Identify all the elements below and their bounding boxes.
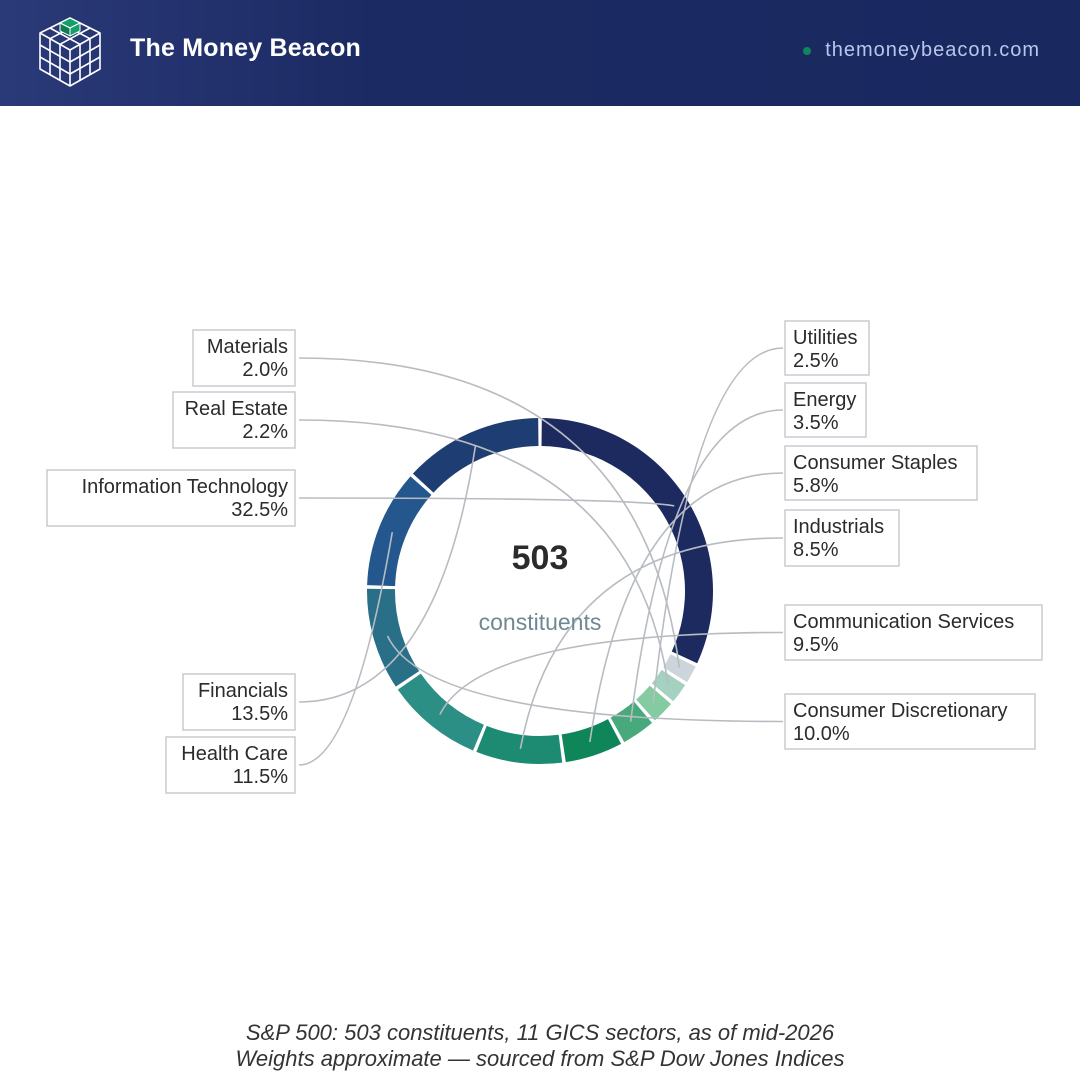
label-box [192,329,296,387]
leader-line-consumer-staples [589,472,784,743]
slice-information-technology [541,418,713,664]
leader-line-health-care [298,532,394,766]
leader-line-communication-services [439,631,784,715]
brand-name: The Money Beacon [130,34,362,62]
center-value: 503 [512,539,569,577]
label-value: 32.5% [231,499,288,521]
label-name: Energy [793,389,856,411]
label-box [182,673,296,731]
slice-real-estate [651,669,686,702]
label-box [784,509,900,567]
label-value: 10.0% [793,723,850,745]
label-value: 3.5% [793,412,839,434]
leader-line-industrials [519,537,784,749]
site-url[interactable]: themoneybeacon.com [803,39,1040,62]
label-value: 9.5% [793,634,839,656]
slice-consumer-discretionary [367,588,420,687]
label-name: Consumer Staples [793,452,958,474]
center-label: constituents [479,609,602,635]
donut-slices [367,418,713,765]
label-name: Information Technology [82,476,288,498]
slice-industrials [476,725,563,765]
slice-consumer-staples [561,719,622,763]
label-name: Real Estate [185,398,288,420]
label-box [165,736,296,794]
footnote-line-1: S&P 500: 503 constituents, 11 GICS secto… [245,1020,835,1045]
leader-line-consumer-discretionary [386,635,784,723]
cube-grid-icon [39,17,101,87]
label-box [784,604,1043,661]
leader-line-utilities [652,347,784,703]
label-name: Financials [198,680,288,702]
label-value: 2.5% [793,350,839,372]
leader-lines [298,347,784,766]
site-url-text: themoneybeacon.com [825,39,1040,61]
slice-materials [663,654,696,683]
label-name: Industrials [793,516,884,538]
footnote-line-2: Weights approximate — sourced from S&P D… [235,1046,845,1071]
label-box [172,391,296,449]
label-box [784,382,867,438]
slice-health-care [367,476,432,587]
leader-line-materials [298,357,681,668]
label-value: 11.5% [233,766,288,788]
label-value: 13.5% [231,703,288,725]
label-name: Communication Services [793,611,1014,633]
label-name: Materials [207,336,288,358]
leader-line-information-technology [298,497,675,507]
label-box [784,693,1036,750]
label-box [784,320,870,376]
label-value: 2.0% [242,359,288,381]
label-value: 5.8% [793,475,839,497]
label-box [784,445,978,501]
leader-line-real-estate [298,419,669,686]
header-bar: The Money Beacon themoneybeacon.com [0,0,1080,106]
leader-line-financials [298,445,477,703]
label-value: 8.5% [793,539,839,561]
chart-footnote: S&P 500: 503 constituents, 11 GICS secto… [0,1020,1080,1072]
label-name: Utilities [793,327,857,349]
label-name: Health Care [181,743,288,765]
label-box [46,469,296,527]
label-name: Consumer Discretionary [793,700,1008,722]
slice-financials [412,418,539,493]
leader-line-energy [629,409,784,722]
slice-utilities [636,685,672,721]
slice-energy [610,701,653,743]
status-dot-icon [803,46,812,55]
label-value: 2.2% [242,421,288,443]
